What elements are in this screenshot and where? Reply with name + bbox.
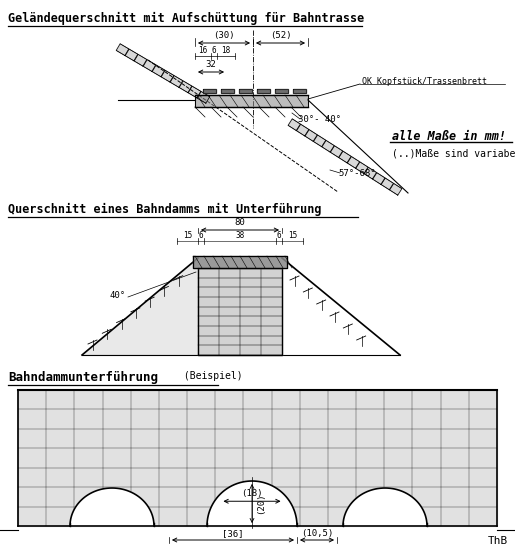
Text: 38: 38 (235, 231, 245, 240)
Text: Bahndammunterführung: Bahndammunterführung (8, 371, 158, 384)
Polygon shape (197, 91, 210, 103)
Polygon shape (339, 151, 351, 163)
Text: 6: 6 (199, 231, 203, 240)
Polygon shape (134, 55, 147, 66)
Text: 57°-68°: 57°-68° (338, 169, 375, 177)
Polygon shape (203, 89, 216, 93)
Polygon shape (297, 125, 309, 136)
Text: (52): (52) (270, 31, 291, 40)
Polygon shape (322, 141, 334, 152)
Text: 30°- 40°: 30°- 40° (298, 115, 341, 123)
Text: 15: 15 (183, 231, 192, 240)
Polygon shape (193, 256, 287, 268)
Polygon shape (143, 60, 156, 72)
Polygon shape (347, 156, 359, 168)
Polygon shape (293, 89, 306, 93)
Text: 6: 6 (277, 231, 281, 240)
Text: 32: 32 (205, 60, 216, 69)
Polygon shape (288, 119, 300, 131)
Text: 15: 15 (288, 231, 297, 240)
Polygon shape (381, 178, 393, 190)
Text: Geländequerschnitt mit Aufschüttung für Bahntrasse: Geländequerschnitt mit Aufschüttung für … (8, 12, 364, 25)
Polygon shape (390, 183, 402, 195)
Text: OK Kopfstück/Trassenbrett: OK Kopfstück/Trassenbrett (362, 78, 487, 87)
Text: (30): (30) (213, 31, 235, 40)
Polygon shape (257, 89, 270, 93)
Polygon shape (364, 168, 376, 179)
Polygon shape (70, 488, 154, 526)
Polygon shape (343, 488, 427, 526)
Polygon shape (221, 89, 234, 93)
Text: 16: 16 (198, 46, 208, 55)
Polygon shape (207, 481, 297, 526)
Text: 18: 18 (221, 46, 231, 55)
Polygon shape (82, 258, 198, 355)
Text: (10,5): (10,5) (301, 529, 333, 538)
Polygon shape (356, 162, 368, 174)
Text: (20): (20) (256, 493, 265, 514)
Polygon shape (125, 49, 138, 61)
Polygon shape (275, 89, 288, 93)
Text: 6: 6 (212, 46, 216, 55)
Polygon shape (239, 89, 252, 93)
Text: (Beispiel): (Beispiel) (178, 371, 243, 381)
Text: ThB: ThB (488, 536, 508, 546)
Text: Querschnitt eines Bahndamms mit Unterführung: Querschnitt eines Bahndamms mit Unterfüh… (8, 203, 321, 216)
Polygon shape (188, 86, 201, 98)
Polygon shape (170, 75, 183, 87)
Polygon shape (179, 81, 192, 93)
Polygon shape (195, 95, 308, 107)
Polygon shape (152, 65, 165, 77)
Polygon shape (18, 390, 497, 526)
Polygon shape (198, 268, 282, 355)
Text: [36]: [36] (222, 529, 244, 538)
Polygon shape (331, 146, 342, 158)
Text: 80: 80 (235, 218, 245, 227)
Polygon shape (282, 258, 400, 355)
Polygon shape (373, 172, 385, 185)
Text: 40°: 40° (110, 290, 126, 300)
Polygon shape (305, 129, 317, 141)
Text: alle Maße in mm!: alle Maße in mm! (392, 131, 506, 143)
Text: (..)Maße sind variabel: (..)Maße sind variabel (392, 148, 515, 158)
Polygon shape (116, 44, 129, 56)
Polygon shape (161, 71, 174, 82)
Polygon shape (314, 135, 326, 147)
Text: (18): (18) (241, 489, 263, 498)
